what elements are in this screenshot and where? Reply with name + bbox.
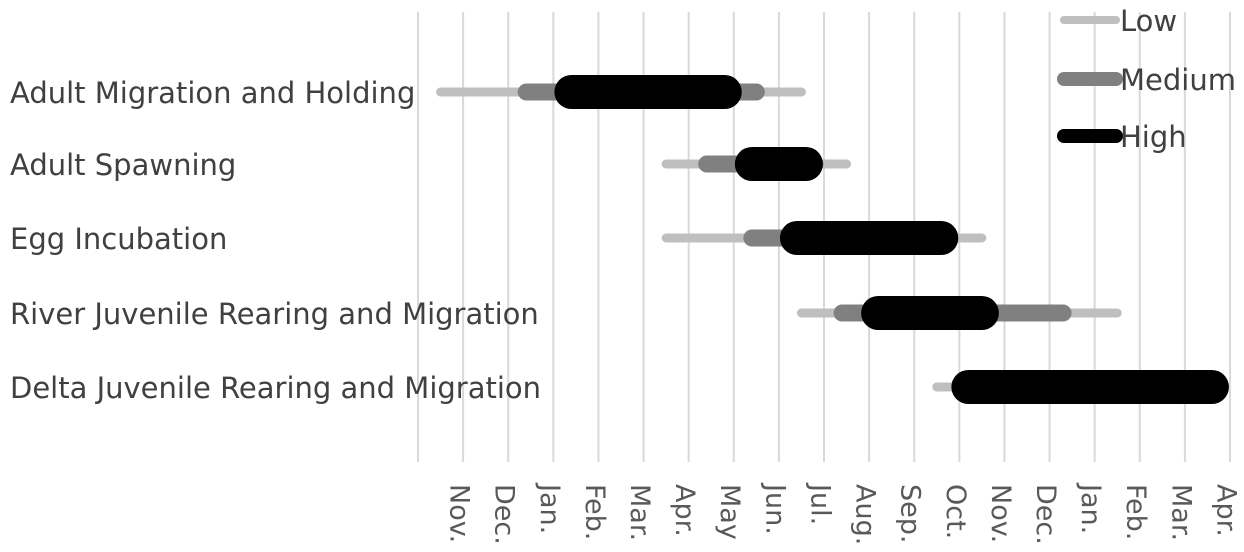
category-label: River Juvenile Rearing and Migration — [10, 297, 539, 331]
x-tick-label: Jul. — [804, 482, 835, 525]
legend-label-high: High — [1120, 120, 1187, 154]
x-tick-label: Sep. — [895, 484, 926, 543]
x-tick-label: Nov. — [985, 484, 1016, 543]
category-labels: Adult Migration and Holding Adult Spawnin… — [10, 76, 541, 405]
x-tick-label: Jan. — [1075, 482, 1106, 534]
bars — [436, 75, 1229, 404]
x-tick-label: Nov. — [444, 484, 475, 543]
x-tick-label: Oct. — [940, 484, 971, 539]
x-tick-label: Apr. — [669, 484, 700, 537]
x-tick-label: Feb. — [1120, 484, 1151, 540]
category-label: Adult Migration and Holding — [10, 76, 415, 110]
x-tick-label: Aug. — [850, 484, 881, 545]
x-tick-label: Dec. — [1030, 484, 1061, 545]
x-tick-label: Mar. — [624, 484, 655, 541]
x-tick-label: Jun. — [759, 482, 790, 535]
category-label: Delta Juvenile Rearing and Migration — [10, 371, 541, 405]
x-tick-label: Dec. — [489, 484, 520, 545]
category-label: Egg Incubation — [10, 222, 227, 256]
legend-label-medium: Medium — [1120, 63, 1236, 97]
category-label: Adult Spawning — [10, 148, 236, 182]
x-tick-label: Apr. — [1210, 484, 1241, 537]
x-tick-label: Mar. — [1165, 484, 1196, 541]
x-tick-label: Jan. — [534, 482, 565, 534]
x-tick-labels: Nov. Dec. Jan. Feb. Mar. Apr. May Jun. Jul. Aug. S… — [444, 482, 1242, 545]
legend-label-low: Low — [1120, 4, 1177, 38]
x-tick-label: Feb. — [579, 484, 610, 540]
legend: Low Medium High — [1057, 4, 1236, 154]
x-tick-label: May — [714, 484, 745, 540]
